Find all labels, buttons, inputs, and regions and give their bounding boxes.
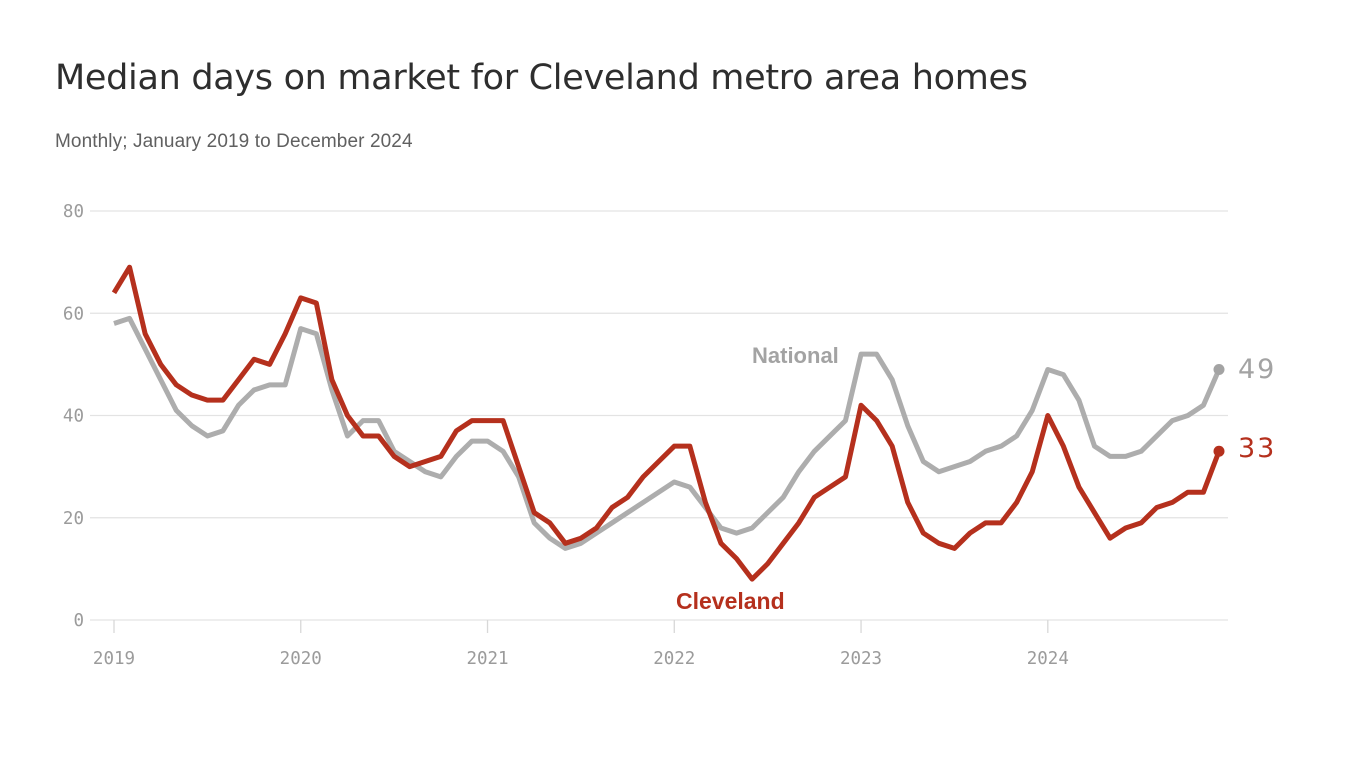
x-tick-label-2022: 2022 <box>653 649 695 669</box>
line-cleveland <box>111 264 1222 582</box>
page-title: Median days on market for Cleveland metr… <box>55 58 1028 98</box>
y-tick-label-20: 20 <box>63 509 84 529</box>
x-tick-label-2023: 2023 <box>840 649 882 669</box>
series-label-national: National <box>752 343 839 368</box>
end-value-cleveland: 33 <box>1238 433 1277 464</box>
y-tick-label-40: 40 <box>63 407 84 427</box>
y-tick-label-60: 60 <box>63 304 84 324</box>
end-value-national: 49 <box>1238 354 1277 385</box>
y-tick-label-0: 0 <box>73 611 84 631</box>
gridlines <box>90 210 1228 621</box>
line-national <box>113 315 1222 551</box>
page-subtitle: Monthly; January 2019 to December 2024 <box>55 131 413 152</box>
x-tick-label-2021: 2021 <box>466 649 508 669</box>
end-dot-national <box>1213 363 1225 375</box>
x-tick-label-2024: 2024 <box>1027 649 1069 669</box>
x-axis: 2019 2020 2021 2022 2023 2024 <box>93 620 1069 669</box>
y-axis-labels: 0 20 40 60 80 <box>63 202 84 631</box>
x-tick-label-2020: 2020 <box>280 649 322 669</box>
series-label-cleveland: Cleveland <box>676 588 785 614</box>
y-tick-label-80: 80 <box>63 202 84 222</box>
end-dot-cleveland <box>1213 445 1225 457</box>
x-tick-label-2019: 2019 <box>93 649 135 669</box>
